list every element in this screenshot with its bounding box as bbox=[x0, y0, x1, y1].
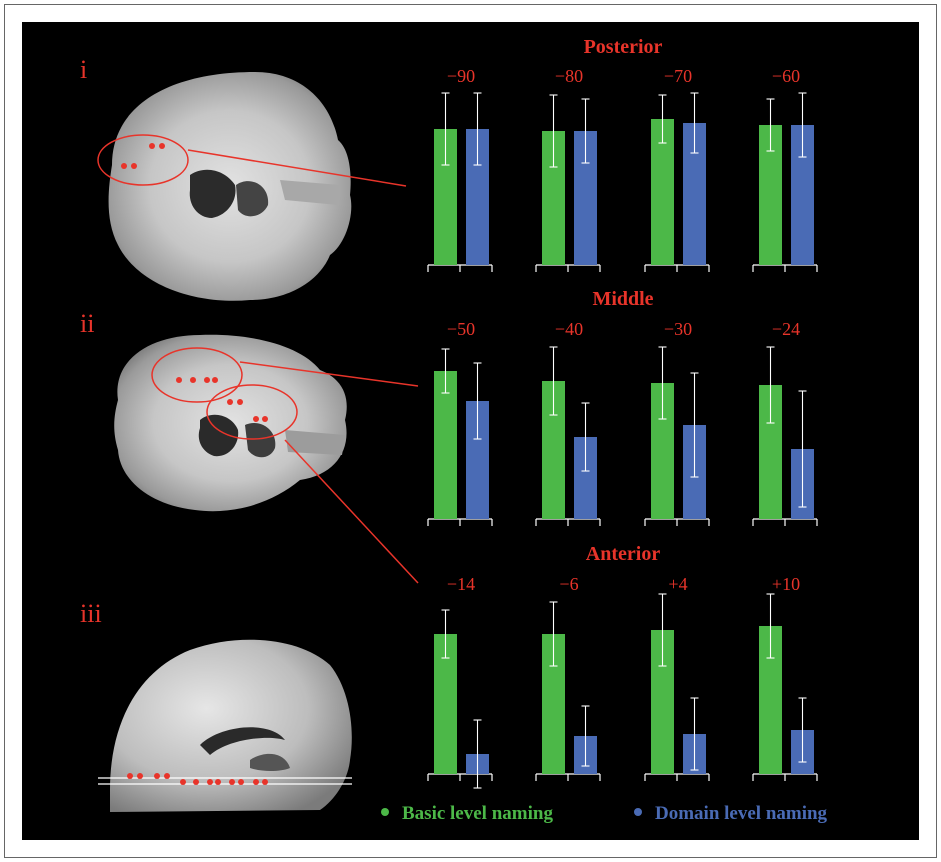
error-bar bbox=[581, 705, 590, 767]
error-bar bbox=[658, 593, 667, 667]
slice-chart: +10 bbox=[752, 574, 818, 781]
basic-level-bar bbox=[759, 626, 782, 774]
basic-level-bar bbox=[651, 119, 674, 265]
slice-label: +10 bbox=[772, 574, 800, 594]
basic-level-bar bbox=[651, 383, 674, 519]
basic-level-bar bbox=[542, 131, 565, 265]
domain-level-bar bbox=[791, 125, 814, 265]
legend-marker bbox=[634, 808, 642, 816]
slice-chart: −60 bbox=[752, 66, 818, 272]
slice-chart: −6 bbox=[535, 574, 601, 781]
basic-level-bar bbox=[434, 634, 457, 774]
panel-label: i bbox=[80, 55, 87, 84]
slice-chart: −40 bbox=[535, 319, 601, 526]
group-title: Anterior bbox=[586, 543, 661, 565]
basic-level-bar bbox=[759, 385, 782, 519]
slice-label: −14 bbox=[447, 574, 475, 594]
bar-charts: i Posterior −90 −80 −70 −60 ii Middle −50 −40 −30 −… bbox=[80, 36, 818, 789]
error-bar bbox=[690, 372, 699, 478]
legend-label: Basic level naming bbox=[402, 803, 553, 824]
slice-chart: −50 bbox=[427, 319, 493, 526]
domain-level-bar bbox=[466, 129, 489, 265]
error-bar bbox=[549, 94, 558, 168]
error-bar bbox=[473, 92, 482, 166]
slice-label: −80 bbox=[555, 66, 583, 86]
basic-level-bar bbox=[759, 125, 782, 265]
slice-label: +4 bbox=[668, 574, 687, 594]
basic-level-bar bbox=[434, 371, 457, 519]
error-bar bbox=[690, 92, 699, 154]
slice-label: −30 bbox=[664, 319, 692, 339]
legend-item: Domain level naming bbox=[634, 803, 828, 824]
slice-label: −60 bbox=[772, 66, 800, 86]
error-bar bbox=[798, 390, 807, 508]
slice-chart: −14 bbox=[427, 574, 493, 789]
slice-label: −24 bbox=[772, 319, 800, 339]
domain-level-bar bbox=[466, 401, 489, 519]
panel-i: i Posterior −90 −80 −70 −60 bbox=[80, 36, 818, 272]
legend-item: Basic level naming bbox=[381, 803, 553, 824]
domain-level-bar bbox=[683, 123, 706, 265]
error-bar bbox=[473, 362, 482, 440]
slice-label: −70 bbox=[664, 66, 692, 86]
brain-sagittal-slice-image bbox=[98, 639, 352, 812]
slice-label: −90 bbox=[447, 66, 475, 86]
slice-chart: −80 bbox=[535, 66, 601, 272]
basic-level-bar bbox=[651, 630, 674, 774]
slice-label: −50 bbox=[447, 319, 475, 339]
panel-label: ii bbox=[80, 309, 94, 338]
legend-marker bbox=[381, 808, 389, 816]
panel-ii: ii Middle −50 −40 −30 −24 bbox=[80, 288, 818, 526]
group-title: Posterior bbox=[584, 36, 663, 58]
slice-chart: −70 bbox=[644, 66, 710, 272]
error-bar bbox=[581, 98, 590, 164]
legend: Basic level naming Domain level naming bbox=[381, 803, 828, 824]
domain-level-bar bbox=[574, 131, 597, 265]
basic-level-bar bbox=[542, 634, 565, 774]
slice-label: −6 bbox=[559, 574, 578, 594]
error-bar bbox=[690, 697, 699, 771]
error-bar bbox=[766, 98, 775, 152]
panel-label: iii bbox=[80, 599, 102, 628]
error-bar bbox=[766, 346, 775, 424]
brain-axial-slice-posterior-image bbox=[97, 72, 407, 301]
brain-axial-slice-middle-image bbox=[114, 334, 419, 584]
slice-chart: −30 bbox=[644, 319, 710, 526]
domain-level-bar bbox=[574, 437, 597, 519]
error-bar bbox=[549, 346, 558, 416]
error-bar bbox=[441, 92, 450, 166]
group-title: Middle bbox=[592, 288, 653, 310]
error-bar bbox=[581, 402, 590, 472]
error-bar bbox=[766, 593, 775, 659]
slice-chart: −90 bbox=[427, 66, 493, 272]
panel-iii: iii Anterior −14 −6 +4 +10 bbox=[80, 543, 818, 789]
slice-chart: −24 bbox=[752, 319, 818, 526]
basic-level-bar bbox=[434, 129, 457, 265]
slice-label: −40 bbox=[555, 319, 583, 339]
legend-label: Domain level naming bbox=[655, 803, 828, 824]
error-bar bbox=[441, 609, 450, 659]
error-bar bbox=[441, 348, 450, 394]
error-bar bbox=[473, 719, 482, 789]
error-bar bbox=[798, 697, 807, 763]
error-bar bbox=[549, 601, 558, 667]
slice-chart: +4 bbox=[644, 574, 710, 781]
error-bar bbox=[798, 92, 807, 158]
error-bar bbox=[658, 94, 667, 144]
basic-level-bar bbox=[542, 381, 565, 519]
error-bar bbox=[658, 346, 667, 420]
